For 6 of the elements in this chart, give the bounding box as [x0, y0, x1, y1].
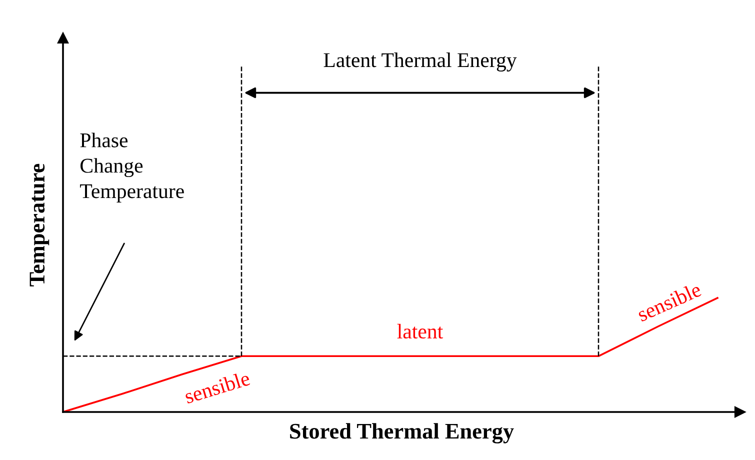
annotation: sensible	[184, 370, 251, 404]
ref-line-label: Phase Change Temperature	[80, 132, 184, 202]
text: Latent Thermal Energy	[324, 52, 517, 72]
y-axis-title: Temperature	[30, 164, 50, 286]
annotation: latent	[397, 324, 444, 339]
x-axis-title: Stored Thermal Energy	[290, 423, 514, 444]
